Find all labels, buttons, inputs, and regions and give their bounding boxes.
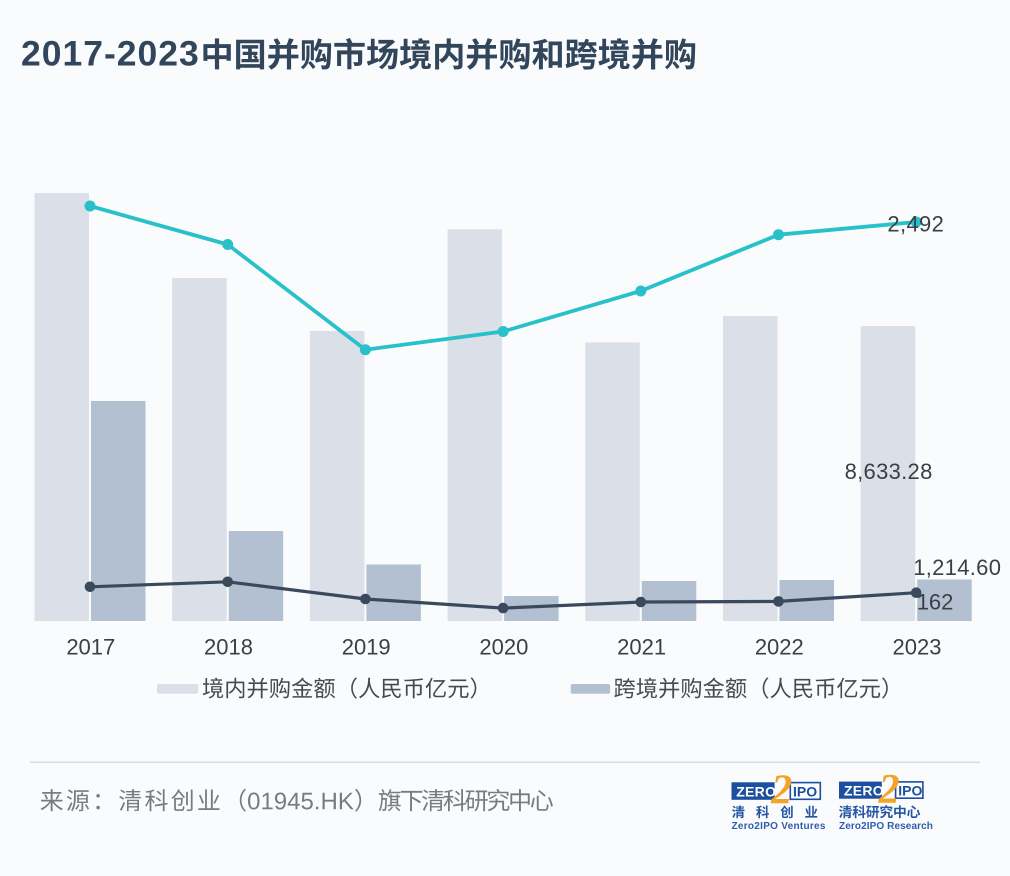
svg-text:ZERO: ZERO (736, 783, 776, 799)
svg-text:2,492: 2,492 (887, 211, 944, 236)
svg-text:2018: 2018 (204, 635, 253, 660)
svg-text:2: 2 (878, 767, 900, 813)
svg-text:2023: 2023 (893, 635, 942, 660)
svg-text:IPO: IPO (898, 783, 922, 799)
svg-text:2020: 2020 (479, 635, 528, 660)
svg-text:2021: 2021 (617, 635, 666, 660)
svg-text:2019: 2019 (342, 635, 391, 660)
svg-text:2: 2 (770, 768, 792, 814)
svg-text:8,633.28: 8,633.28 (845, 459, 933, 484)
svg-text:2022: 2022 (755, 635, 804, 660)
svg-text:2017-2023: 2017-2023 (21, 34, 200, 74)
svg-text:ZERO: ZERO (844, 783, 884, 799)
svg-text:2017: 2017 (66, 635, 115, 660)
svg-text:1,214.60: 1,214.60 (913, 555, 1001, 580)
svg-text:162: 162 (917, 590, 954, 615)
svg-text:Zero2IPO Research: Zero2IPO Research (839, 821, 933, 832)
svg-text:Zero2IPO Ventures: Zero2IPO Ventures (732, 821, 826, 832)
svg-text:IPO: IPO (793, 783, 817, 799)
